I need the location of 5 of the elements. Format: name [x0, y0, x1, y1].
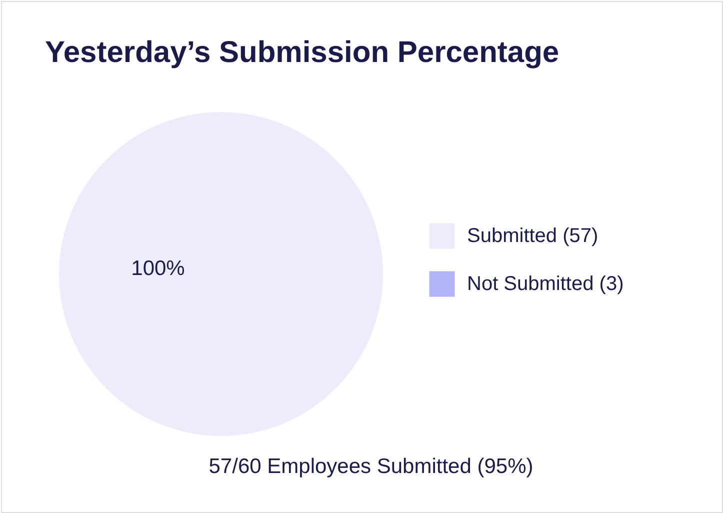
legend-label: Submitted (57): [467, 225, 598, 247]
data-label: 100%: [131, 257, 185, 280]
chart-title: Yesterday’s Submission Percentage: [45, 36, 560, 69]
legend-label: Not Submitted (3): [467, 273, 624, 295]
text: 57/60 Employees Submitted (95%): [208, 455, 534, 478]
